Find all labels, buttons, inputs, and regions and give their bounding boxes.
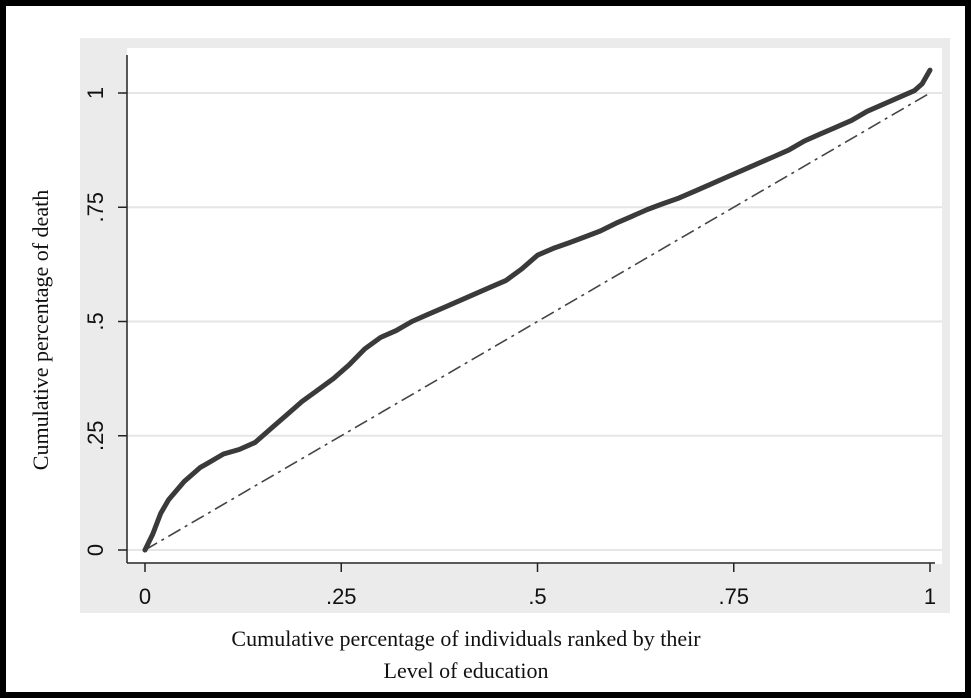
equality-line [144,92,931,551]
plot-area [127,48,942,564]
x-tick-label-1: .25 [326,584,357,609]
x-tick-label-2: .5 [528,584,546,609]
y-tick-label-2: .5 [83,312,108,330]
axes [118,55,935,572]
x-tick-label-3: .75 [718,584,749,609]
y-tick-label-3: .75 [83,192,108,223]
concentration-curve [142,67,933,553]
x-axis-label-line-2: Level of education [384,658,549,683]
x-axis-label-line-1: Cumulative percentage of individuals ran… [231,626,701,651]
y-tick-labels: 0 .25 .5 .75 1 [83,87,108,556]
y-tick-label-4: 1 [83,87,108,99]
x-tick-label-4: 1 [924,584,936,609]
y-tick-label-1: .25 [83,420,108,451]
y-axis-label: Cumulative percentage of death [28,190,53,470]
x-tick-labels: 0 .25 .5 .75 1 [139,584,936,609]
x-tick-label-0: 0 [139,584,151,609]
y-tick-label-0: 0 [83,544,108,556]
